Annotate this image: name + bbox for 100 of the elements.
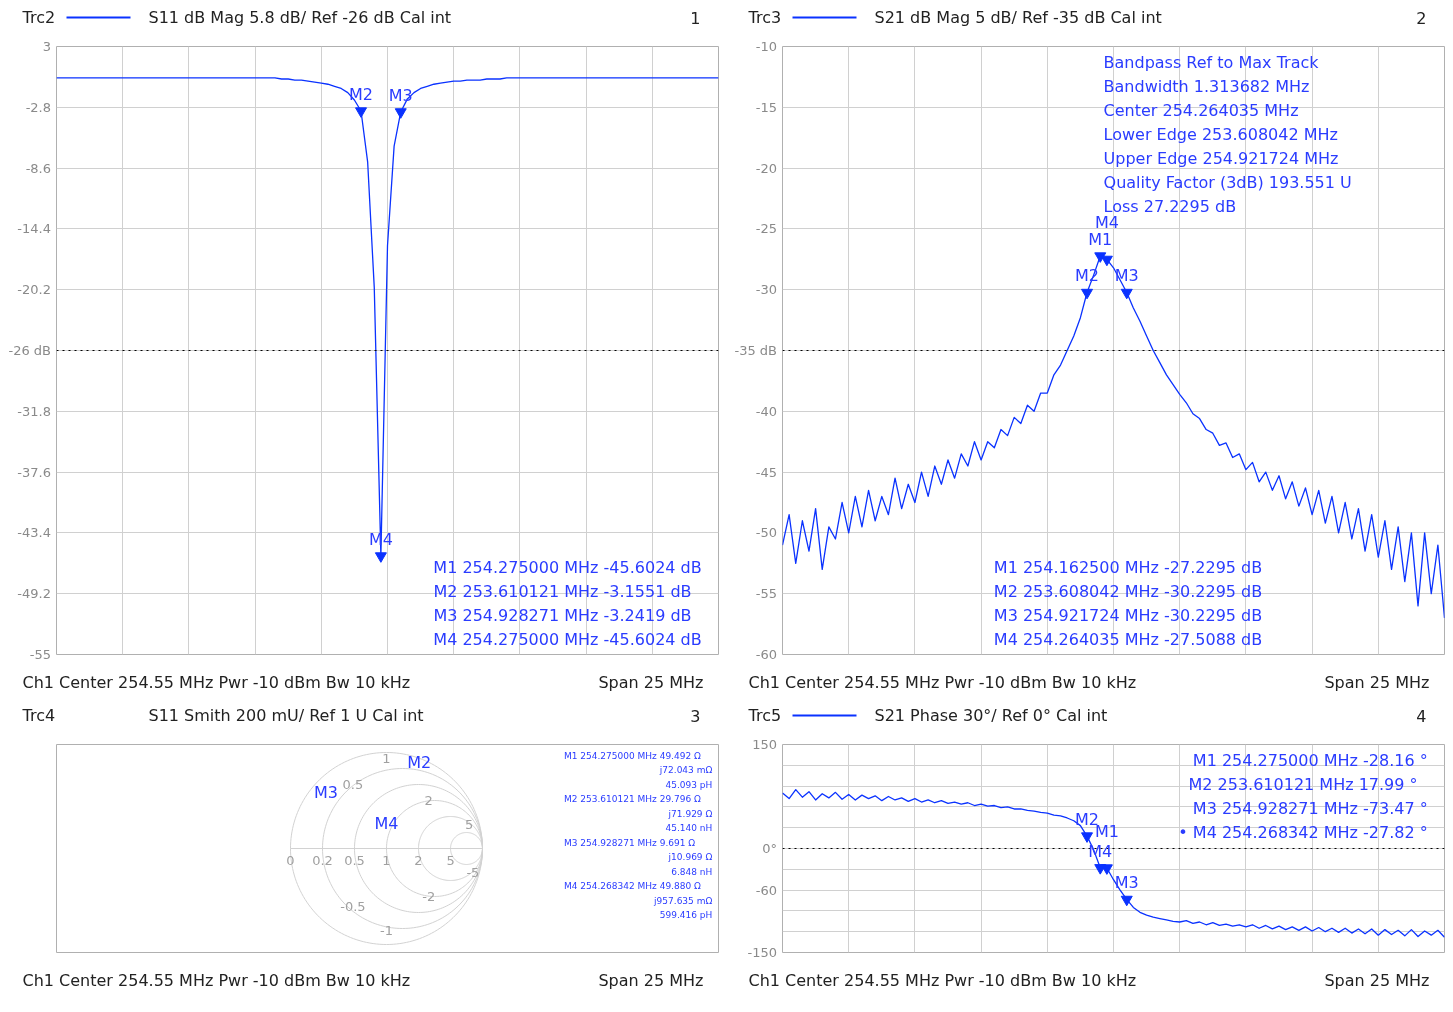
annotation: M2 253.610121 MHz 17.99 °	[1188, 774, 1418, 794]
annotation: Center 254.264035 MHz	[1103, 100, 1299, 120]
y-tick-label: -55	[755, 585, 777, 601]
annotation: M1 254.275000 MHz -28.16 °	[1192, 750, 1428, 770]
y-tick-label: -37.6	[17, 464, 51, 480]
text: S11 Smith 200 mU/ Ref 1 U Cal int	[148, 706, 424, 725]
text: 0.2	[312, 853, 333, 869]
point	[355, 107, 368, 118]
annotation: M4 254.275000 MHz -45.6024 dB	[433, 629, 702, 649]
y-tick-label: -50	[755, 524, 777, 540]
text: j10.969 Ω	[667, 852, 713, 862]
y-tick-label: -35 dB	[734, 342, 777, 358]
point	[1081, 288, 1094, 300]
annotation: Lower Edge 253.608042 MHz	[1103, 124, 1338, 144]
y-tick-label: -55	[29, 646, 51, 662]
text: 45.093 pH	[665, 779, 713, 790]
text: 4	[1416, 706, 1427, 726]
y-tick-label: -60	[755, 882, 777, 898]
y-tick-label: -150	[747, 944, 777, 960]
y-tick-label: -25	[755, 220, 777, 236]
text: 1	[382, 853, 391, 869]
point	[374, 552, 387, 563]
y-tick-label: -8.6	[25, 160, 51, 176]
text: 0	[286, 853, 295, 869]
text: M2	[407, 753, 432, 773]
text: 0.5	[342, 776, 364, 792]
annotation: M1	[1088, 230, 1113, 250]
y-tick-label: -40	[755, 403, 777, 419]
text: M3	[314, 783, 339, 803]
point	[1120, 288, 1133, 300]
point	[1081, 832, 1094, 843]
text: 45.140 nH	[665, 823, 713, 833]
annotation: Upper Edge 254.921724 MHz	[1103, 148, 1339, 168]
text: 5	[446, 853, 455, 869]
text: M4 254.268342 MHz 49.880 Ω	[563, 881, 702, 891]
line-series	[782, 788, 1445, 938]
text: -5	[466, 865, 480, 880]
text: Span 25 MHz	[598, 971, 704, 990]
annotation: M2 253.608042 MHz -30.2295 dB	[993, 581, 1263, 601]
legend-label: Trc5	[747, 706, 782, 725]
x-axis-title: Ch1 Center 254.55 MHz Pwr -10 dBm Bw 10 kHz	[748, 971, 1137, 990]
y-tick-label: -20	[755, 160, 777, 176]
text: Ch1 Center 254.55 MHz Pwr -10 dBm Bw 10 kHz	[22, 971, 411, 990]
text: -1	[380, 922, 393, 938]
x-axis-title: Ch1 Center 254.55 MHz Pwr -10 dBm Bw 10 kHz	[748, 673, 1137, 692]
annotation: M2 253.610121 MHz -3.1551 dB	[433, 581, 692, 601]
y-tick-label: -43.4	[17, 524, 51, 540]
y-tick-label: -31.8	[17, 403, 51, 419]
annotation: • M4 254.268342 MHz -27.82 °	[1178, 822, 1428, 842]
x-axis-title: Ch1 Center 254.55 MHz Pwr -10 dBm Bw 10 kHz	[22, 673, 411, 692]
annotation: Bandpass Ref to Max Track	[1103, 52, 1320, 72]
annotation: M1 254.275000 MHz -45.6024 dB	[433, 557, 702, 577]
text: Trc4	[21, 706, 56, 725]
text: M2 253.610121 MHz 29.796 Ω	[563, 794, 702, 804]
text: M1 254.275000 MHz 49.492 Ω	[563, 750, 702, 761]
y-tick-label: -60	[755, 646, 777, 662]
annotation: M1 254.162500 MHz -27.2295 dB	[993, 557, 1263, 577]
text: 3	[690, 706, 701, 726]
y-tick-label: -45	[755, 464, 777, 480]
text: 2	[424, 793, 433, 808]
point	[1100, 864, 1113, 875]
text: Span 25 MHz	[598, 673, 704, 692]
text: 6.848 nH	[671, 866, 713, 877]
text: 0.5	[344, 853, 365, 869]
text: -2	[422, 889, 436, 904]
annotation: M3	[1114, 873, 1139, 893]
y-tick-label: -15	[755, 99, 777, 115]
text: 2	[1416, 8, 1427, 28]
chart-title: S21 dB Mag 5 dB/ Ref -35 dB Cal int	[874, 8, 1162, 27]
annotation: Quality Factor (3dB) 193.551 U	[1103, 172, 1352, 192]
y-tick-label: -10	[755, 38, 777, 54]
text: M4	[374, 813, 399, 833]
point	[394, 108, 407, 119]
chart-title: S21 Phase 30°/ Ref 0° Cal int	[874, 706, 1108, 725]
annotation: Loss 27.2295 dB	[1103, 196, 1237, 216]
text: j957.635 mΩ	[653, 895, 713, 906]
text: 2	[414, 853, 423, 869]
text: Span 25 MHz	[1324, 971, 1430, 990]
annotation: M3	[388, 85, 413, 105]
chart-title: S11 dB Mag 5.8 dB/ Ref -26 dB Cal int	[148, 8, 452, 27]
legend-label: Trc2	[21, 8, 56, 27]
text: 599.416 pH	[659, 910, 713, 920]
text: 5	[464, 817, 474, 832]
y-tick-label: 150	[752, 736, 777, 752]
y-tick-label: -30	[755, 281, 777, 297]
text: 1	[690, 8, 701, 28]
y-tick-label: 3	[42, 38, 51, 54]
text: 1	[382, 750, 391, 766]
y-tick-label: 0°	[762, 840, 777, 856]
annotation: M3 254.928271 MHz -3.2419 dB	[433, 605, 692, 625]
text: Span 25 MHz	[1324, 673, 1430, 692]
point	[1120, 895, 1133, 907]
text: -0.5	[340, 898, 366, 914]
annotation: M2	[349, 85, 374, 105]
annotation: Bandwidth 1.313682 MHz	[1103, 76, 1310, 96]
y-tick-label: -26 dB	[8, 342, 51, 358]
legend-label: Trc3	[747, 8, 782, 27]
annotation: M4 254.264035 MHz -27.5088 dB	[993, 629, 1263, 649]
text: j71.929 Ω	[667, 808, 713, 819]
y-tick-label: -49.2	[17, 585, 51, 601]
